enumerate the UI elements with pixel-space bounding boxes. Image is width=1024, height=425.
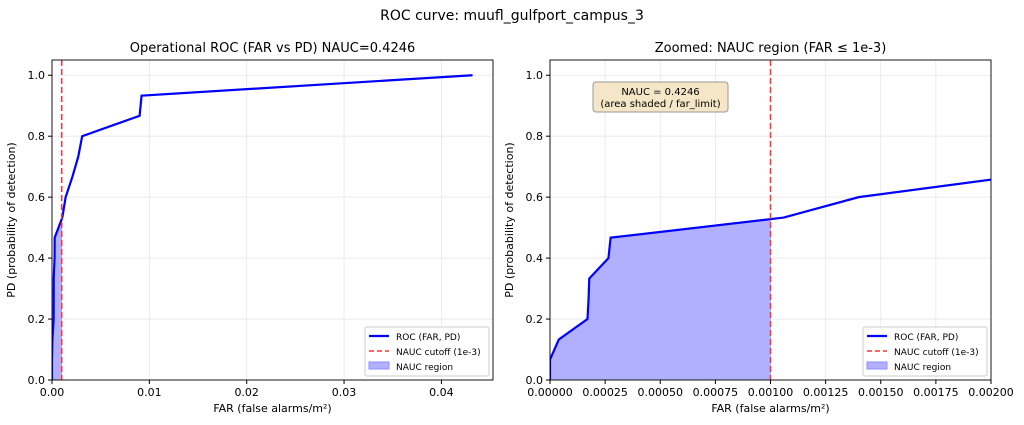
y-tick-label: 0.8 <box>526 130 544 143</box>
x-tick-label: 0.00150 <box>858 386 904 399</box>
legend-label: NAUC region <box>396 363 453 373</box>
nauc-region <box>550 218 771 380</box>
panel-title: Zoomed: NAUC region (FAR ≤ 1e-3) <box>655 41 887 56</box>
legend-label: NAUC cutoff (1e-3) <box>396 348 481 358</box>
roc-curve <box>52 74 473 380</box>
annotation-box <box>592 81 729 113</box>
x-tick-label: 0.01 <box>137 386 162 399</box>
legend-box <box>364 326 490 377</box>
y-tick-label: 0.6 <box>526 191 544 204</box>
legend-label: NAUC region <box>894 363 951 373</box>
y-axis-label: PD (probability of detection) <box>503 142 516 297</box>
x-tick-label: 0.04 <box>429 386 454 399</box>
x-tick-label: 0.00125 <box>803 386 849 399</box>
panel-title: Operational ROC (FAR vs PD) NAUC=0.4246 <box>130 41 416 56</box>
x-tick-label: 0.00175 <box>913 386 959 399</box>
x-tick-label: 0.00000 <box>527 386 573 399</box>
y-tick-label: 1.0 <box>28 69 46 82</box>
roc-curve <box>550 178 991 380</box>
legend-box <box>862 326 988 377</box>
legend-label: ROC (FAR, PD) <box>894 333 958 343</box>
x-tick-label: 0.00 <box>40 386 65 399</box>
legend-label: ROC (FAR, PD) <box>396 333 460 343</box>
x-tick-label: 0.00200 <box>968 386 1014 399</box>
figure-title: ROC curve: muufl_gulfport_campus_3 <box>380 8 644 24</box>
y-tick-label: 0.4 <box>28 252 46 265</box>
legend: ROC (FAR, PD) NAUC cutoff (1e-3) NAUC regi… <box>862 326 988 377</box>
nauc-annotation: NAUC = 0.4246(area shaded / far_limit) <box>592 81 729 113</box>
panel-1: 0.00 0.01 0.02 0.03 0.04 0.0 0.2 0.4 0.6 0.8 1.0 Op… <box>5 41 494 415</box>
y-axis-label: PD (probability of detection) <box>5 142 18 297</box>
x-tick-label: 0.00100 <box>748 386 794 399</box>
axes-frame <box>51 59 494 381</box>
y-tick-label: 0.4 <box>526 252 544 265</box>
legend: ROC (FAR, PD) NAUC cutoff (1e-3) NAUC regi… <box>364 326 490 377</box>
plot-area <box>550 60 991 380</box>
legend-region-swatch <box>866 361 888 370</box>
x-tick-label: 0.00050 <box>638 386 684 399</box>
y-tick-label: 0.0 <box>526 374 544 387</box>
x-axis-label: FAR (false alarms/m²) <box>213 402 331 415</box>
y-tick-label: 1.0 <box>526 69 544 82</box>
legend-region-swatch <box>368 361 390 370</box>
annotation-text: (area shaded / far_limit) <box>600 99 720 110</box>
x-tick-label: 0.03 <box>332 386 357 399</box>
y-tick-label: 0.0 <box>28 374 46 387</box>
y-tick-label: 0.6 <box>28 191 46 204</box>
x-tick-label: 0.00075 <box>693 386 739 399</box>
x-tick-label: 0.02 <box>234 386 259 399</box>
legend-label: NAUC cutoff (1e-3) <box>894 348 979 358</box>
y-tick-label: 0.2 <box>526 313 544 326</box>
y-tick-label: 0.2 <box>28 313 46 326</box>
y-tick-label: 0.8 <box>28 130 46 143</box>
x-axis-label: FAR (false alarms/m²) <box>711 402 829 415</box>
panel-2: 0.00000 0.00025 0.00050 0.00075 0.00100 0.001… <box>503 41 1014 415</box>
annotation-text: NAUC = 0.4246 <box>621 87 699 98</box>
x-tick-label: 0.00025 <box>582 386 628 399</box>
